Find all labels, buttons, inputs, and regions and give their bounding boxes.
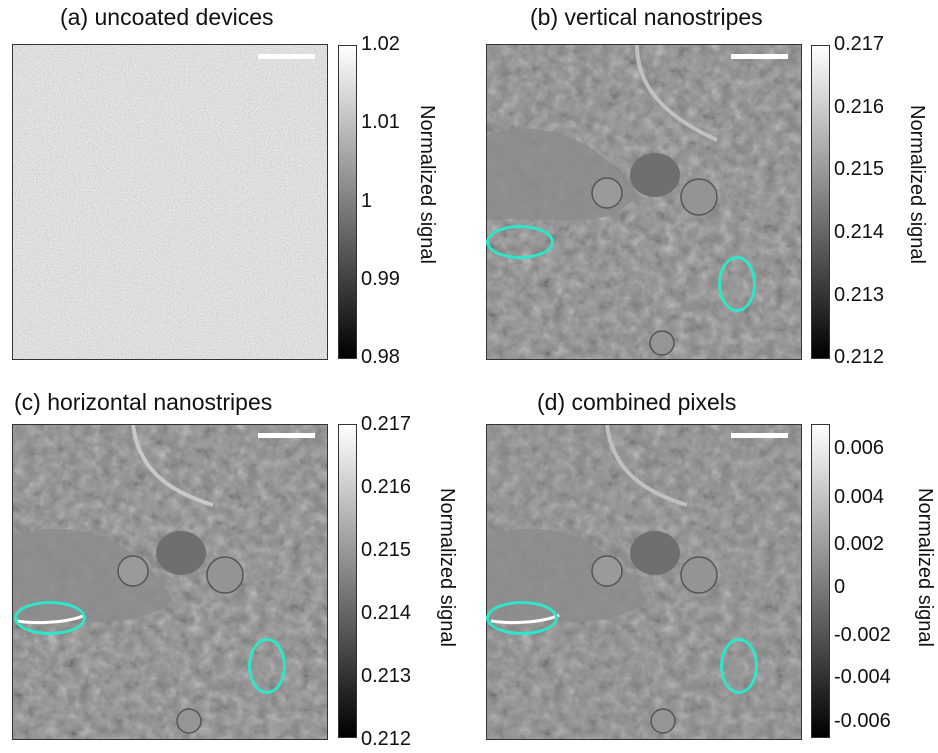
panel-d-highlight-ellipse <box>720 638 758 694</box>
panel-d-tick: 0.004 <box>834 486 885 508</box>
panel-d-tick: 0.002 <box>834 533 885 555</box>
panel-a-image <box>12 44 328 360</box>
panel-c-tick: 0.215 <box>361 539 412 561</box>
panel-d-tick: -0.006 <box>834 710 891 732</box>
panel-a-colorbar-label: Normalized signal <box>416 105 438 264</box>
panel-a-colorbar <box>338 45 357 359</box>
panel-a-scalebar <box>258 54 315 59</box>
panel-b-tick: 0.215 <box>834 158 885 180</box>
panel-c-highlight-ellipse <box>14 601 86 635</box>
panel-c-tick: 0.213 <box>361 665 412 687</box>
panel-b-colorbar <box>811 45 830 359</box>
panel-b-tick: 0.213 <box>834 284 885 306</box>
panel-d-scalebar <box>731 433 788 438</box>
panel-c-scalebar <box>258 433 315 438</box>
panel-b-tick: 0.216 <box>834 96 885 118</box>
panel-a-tick: 0.98 <box>361 346 400 368</box>
panel-d-tick: -0.002 <box>834 624 891 646</box>
panel-b-title: (b) vertical nanostripes <box>530 4 763 30</box>
panel-c-image <box>12 424 328 740</box>
panel-d-highlight-ellipse <box>486 601 558 635</box>
panel-c-colorbar <box>338 424 357 738</box>
panel-c-tick: 0.214 <box>361 602 412 624</box>
panel-b-colorbar-label: Normalized signal <box>906 105 928 264</box>
panel-d-tick: 0 <box>834 576 846 598</box>
panel-d-image <box>486 424 802 740</box>
panel-c-tick: 0.212 <box>361 728 412 750</box>
panel-a-tick: 0.99 <box>361 268 400 290</box>
panel-d-tick: 0.006 <box>834 437 885 459</box>
panel-d-tick: -0.004 <box>834 666 891 688</box>
panel-b-scalebar <box>731 54 788 59</box>
panel-c-tick: 0.217 <box>361 413 412 435</box>
panel-d-colorbar-label: Normalized signal <box>914 488 936 647</box>
panel-d-colorbar <box>811 424 830 738</box>
panel-c-title: (c) horizontal nanostripes <box>14 389 273 415</box>
panel-c-tick: 0.216 <box>361 476 412 498</box>
panel-c-highlight-ellipse <box>248 638 286 694</box>
panel-a-title: (a) uncoated devices <box>60 4 274 30</box>
panel-c-colorbar-label: Normalized signal <box>436 488 458 647</box>
panel-b-highlight-ellipse <box>486 225 554 259</box>
panel-b-tick: 0.212 <box>834 346 885 368</box>
panel-b-image <box>486 44 802 360</box>
panel-b-highlight-ellipse <box>718 256 756 312</box>
panel-b-tick: 0.217 <box>834 33 885 55</box>
panel-b-tick: 0.214 <box>834 221 885 243</box>
panel-a-tick: 1.02 <box>361 33 400 55</box>
panel-a-tick: 1 <box>361 190 373 212</box>
panel-a-tick: 1.01 <box>361 111 400 133</box>
panel-d-title: (d) combined pixels <box>537 389 737 415</box>
